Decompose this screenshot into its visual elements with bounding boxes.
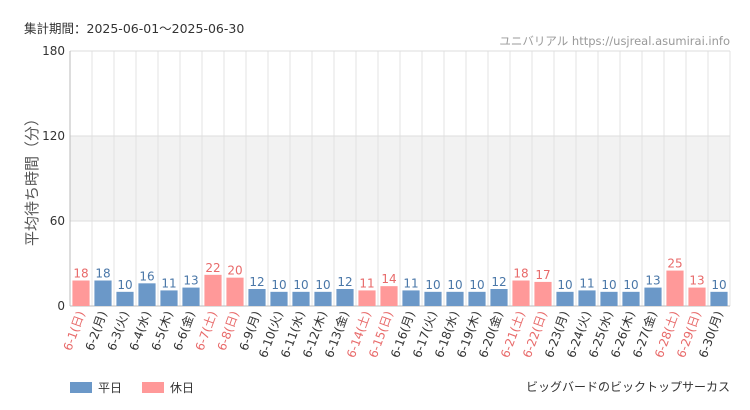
bar-12 [314, 291, 332, 306]
bar-7 [204, 274, 222, 306]
source-text: ユニバリアル https://usjreal.asumirai.info [499, 34, 730, 48]
bar-29 [688, 287, 706, 306]
attraction-name: ビッグバードのビックトップサーカス [525, 380, 730, 394]
bar-15 [380, 286, 398, 306]
bar-value-label: 11 [403, 276, 418, 290]
bar-value-label: 11 [579, 276, 594, 290]
y-tick-label: 120 [42, 129, 65, 143]
bar-value-label: 10 [469, 278, 484, 292]
bar-14 [358, 290, 376, 306]
y-axis-title: 平均待ち時間（分） [23, 111, 41, 246]
bar-19 [468, 291, 486, 306]
bar-value-label: 10 [315, 278, 330, 292]
legend-item-holiday: 休日 [142, 379, 194, 396]
bar-2 [94, 280, 112, 306]
bar-18 [446, 291, 464, 306]
bar-value-label: 12 [337, 275, 352, 289]
bar-17 [424, 291, 442, 306]
bar-11 [292, 291, 310, 306]
bar-value-label: 22 [205, 261, 220, 275]
bar-value-label: 17 [535, 268, 550, 282]
bar-22 [534, 281, 552, 306]
bar-24 [578, 290, 596, 306]
bar-value-label: 11 [161, 276, 176, 290]
bar-value-label: 20 [227, 264, 242, 278]
bar-10 [270, 291, 288, 306]
bar-3 [116, 291, 134, 306]
bar-value-label: 13 [689, 274, 704, 288]
bar-4 [138, 283, 156, 306]
bar-value-label: 11 [359, 276, 374, 290]
bar-5 [160, 290, 178, 306]
bar-value-label: 10 [601, 278, 616, 292]
bar-16 [402, 290, 420, 306]
period-text: 集計期間：2025-06-01～2025-06-30 [24, 21, 245, 36]
bar-value-label: 18 [73, 267, 88, 281]
bar-value-label: 13 [183, 274, 198, 288]
bar-value-label: 12 [491, 275, 506, 289]
legend-swatch-holiday [142, 382, 165, 393]
bar-value-label: 10 [711, 278, 726, 292]
bar-value-label: 10 [271, 278, 286, 292]
y-tick-label: 60 [50, 214, 65, 228]
bar-value-label: 14 [381, 272, 396, 286]
legend-item-weekday: 平日 [70, 379, 122, 396]
legend-swatch-weekday [70, 382, 92, 393]
bar-25 [600, 291, 618, 306]
y-tick-label: 180 [42, 44, 65, 58]
bar-value-label: 18 [513, 267, 528, 281]
bar-21 [512, 280, 530, 306]
bar-value-label: 18 [95, 267, 110, 281]
bar-23 [556, 291, 574, 306]
legend: 平日 休日 [70, 379, 194, 396]
bar-value-label: 10 [447, 278, 462, 292]
bar-6 [182, 287, 200, 306]
bar-value-label: 10 [117, 278, 132, 292]
bar-value-label: 12 [249, 275, 264, 289]
bar-value-label: 10 [557, 278, 572, 292]
bar-value-label: 16 [139, 269, 154, 283]
bar-value-label: 10 [425, 278, 440, 292]
bar-30 [710, 291, 728, 306]
bar-9 [248, 289, 266, 306]
bar-1 [72, 280, 90, 306]
bar-8 [226, 277, 244, 306]
y-tick-label: 0 [57, 299, 65, 313]
legend-label-weekday: 平日 [98, 381, 123, 395]
bar-26 [622, 291, 640, 306]
bar-value-label: 10 [293, 278, 308, 292]
bar-13 [336, 289, 354, 306]
bar-value-label: 13 [645, 274, 660, 288]
bar-28 [666, 270, 684, 306]
bar-value-label: 25 [667, 257, 682, 271]
bar-20 [490, 289, 508, 306]
bar-value-label: 10 [623, 278, 638, 292]
bar-27 [644, 287, 662, 306]
legend-label-holiday: 休日 [170, 381, 195, 395]
